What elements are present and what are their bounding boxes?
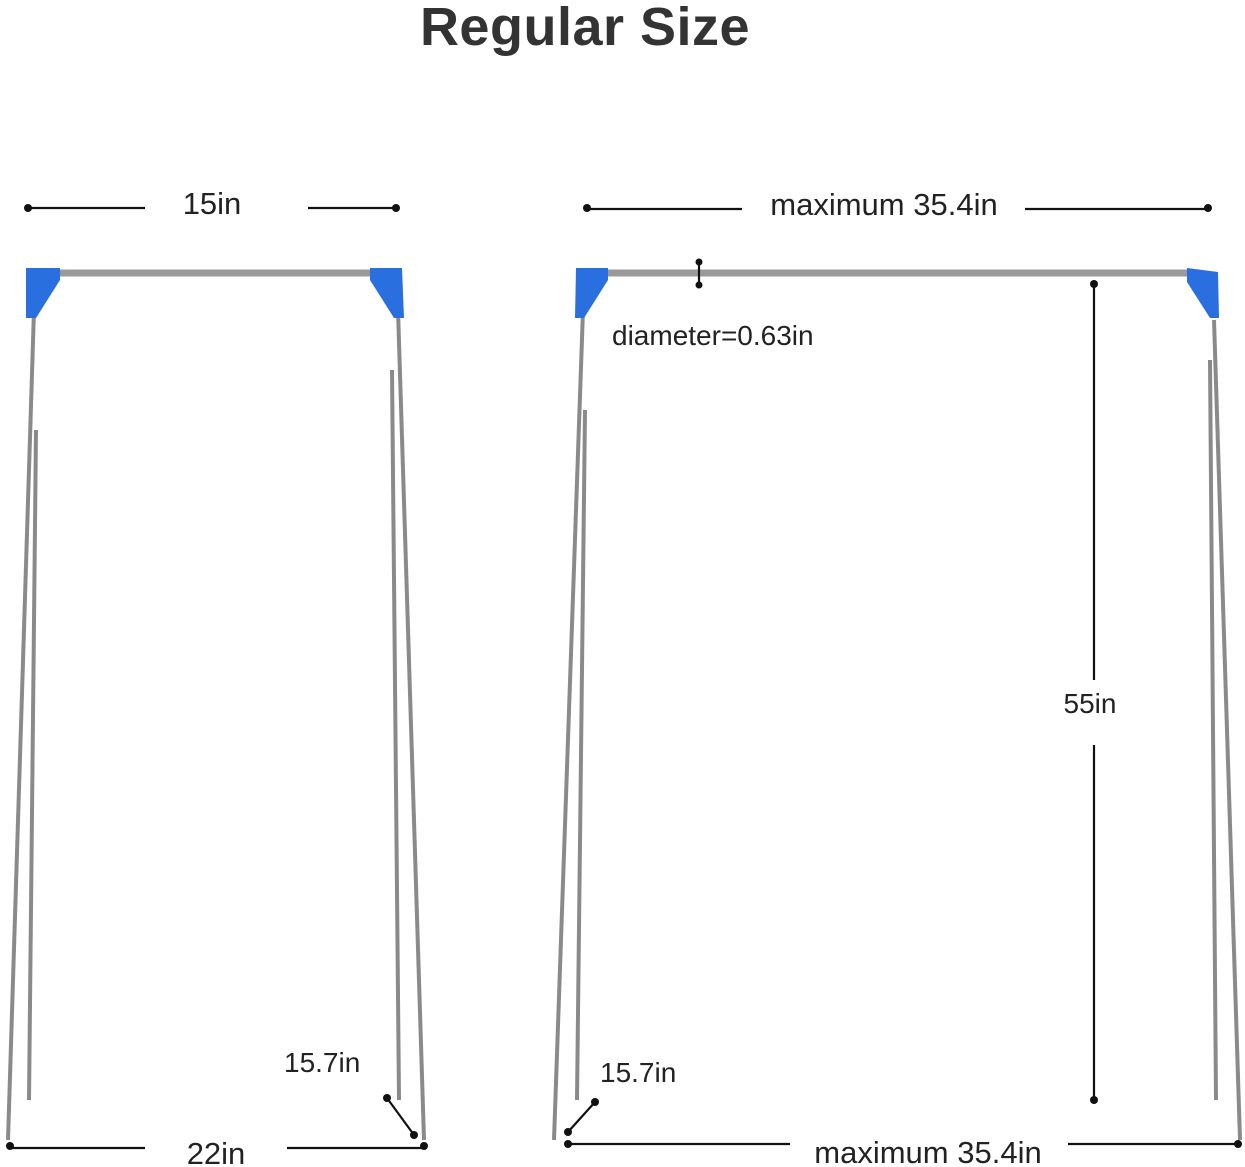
- height-label: 55in: [1064, 688, 1117, 719]
- right-bottom-width-label: maximum 35.4in: [814, 1135, 1041, 1167]
- pole: [552, 309, 585, 1141]
- pole: [396, 309, 426, 1141]
- corner-connector: [575, 268, 608, 318]
- corner-connector: [26, 268, 60, 318]
- diameter-label: diameter=0.63in: [612, 320, 814, 351]
- right-top-width-label: maximum 35.4in: [770, 187, 997, 222]
- pole: [27, 429, 38, 1101]
- right-foot-length-label: 15.7in: [600, 1057, 676, 1088]
- right-view: maximum 35.4in diameter=0.63in 55in 15.7…: [552, 187, 1242, 1167]
- pole: [1212, 319, 1242, 1141]
- left-foot-length-label: 15.7in: [284, 1047, 360, 1078]
- page-title: Regular Size: [419, 0, 751, 57]
- left-bottom-width-label: 22in: [187, 1136, 246, 1167]
- corner-connector: [1187, 268, 1219, 318]
- pole: [1208, 359, 1218, 1101]
- left-top-width-label: 15in: [183, 186, 242, 221]
- dimension-line: [386, 1097, 415, 1136]
- pole: [390, 369, 401, 1101]
- dimension-line: [567, 1101, 596, 1133]
- left-view: 15in 15.7in 22in: [6, 186, 428, 1167]
- pole: [6, 309, 36, 1141]
- corner-connector: [370, 268, 404, 318]
- pole: [575, 409, 587, 1101]
